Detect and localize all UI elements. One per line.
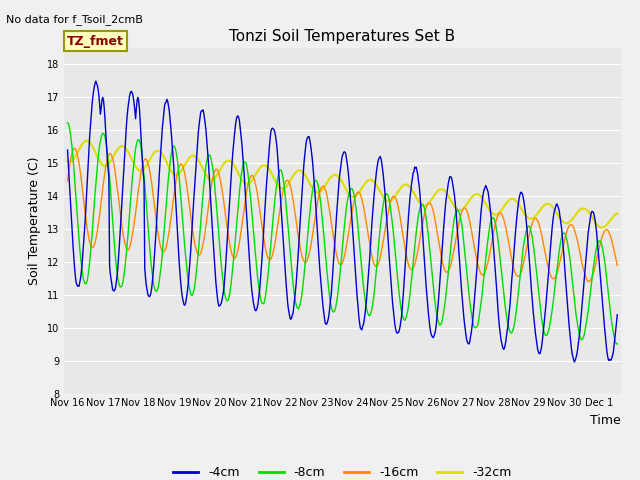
Title: Tonzi Soil Temperatures Set B: Tonzi Soil Temperatures Set B: [229, 29, 456, 44]
Y-axis label: Soil Temperature (C): Soil Temperature (C): [28, 156, 41, 285]
Text: No data for f_Tsoil_2cmB: No data for f_Tsoil_2cmB: [6, 14, 143, 25]
Legend: -4cm, -8cm, -16cm, -32cm: -4cm, -8cm, -16cm, -32cm: [168, 461, 516, 480]
Text: TZ_fmet: TZ_fmet: [67, 35, 124, 48]
X-axis label: Time: Time: [590, 414, 621, 427]
